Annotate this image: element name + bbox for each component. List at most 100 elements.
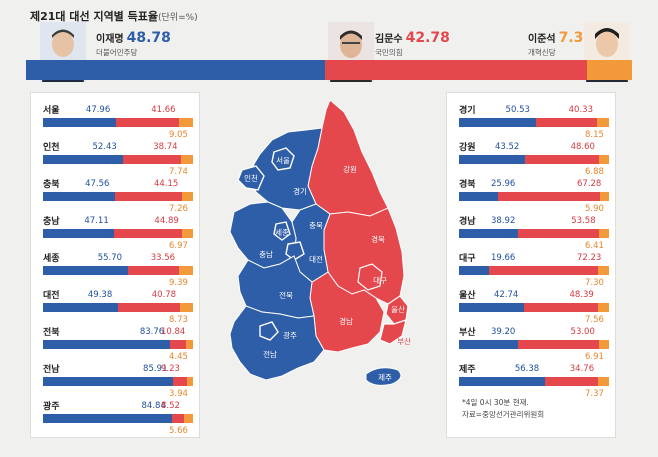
left-region-panel: 서울 47.96 41.66 9.05 인천 52.43 38.74 7.74 충북 47.56 4… bbox=[30, 92, 200, 438]
map-label-chungnam: 충남 bbox=[259, 250, 273, 259]
bar-segment-lji bbox=[598, 340, 609, 349]
value-kim: 9.23 bbox=[161, 364, 180, 374]
region-row: 경남 38.92 53.58 6.41 bbox=[459, 214, 609, 256]
national-bar bbox=[26, 60, 632, 80]
region-row: 강원 43.52 48.60 6.88 bbox=[459, 140, 609, 182]
footnote: *4일 0시 30분 현재. 자료=중앙선거관리위원회 bbox=[462, 397, 544, 421]
region-row: 경북 25.96 67.28 5.90 bbox=[459, 177, 609, 219]
value-lji: 6.97 bbox=[169, 241, 188, 251]
region-bar bbox=[43, 266, 193, 275]
right-region-panel: 경기 50.53 40.33 8.15 강원 43.52 48.60 6.88 경북 25.96 6… bbox=[446, 92, 616, 438]
value-kim: 40.78 bbox=[151, 290, 177, 300]
region-bar bbox=[459, 340, 609, 349]
region-row: 서울 47.96 41.66 9.05 bbox=[43, 103, 193, 145]
region-name: 인천 bbox=[43, 143, 60, 153]
region-name: 충북 bbox=[43, 180, 60, 190]
bar-segment-lee bbox=[43, 377, 174, 386]
candidate-party: 국민의힘 bbox=[375, 48, 403, 57]
value-lji: 7.37 bbox=[585, 389, 604, 399]
bar-segment-lee bbox=[459, 340, 519, 349]
value-lee: 83.76 bbox=[139, 327, 165, 337]
candidate-pct: 48.78 bbox=[126, 30, 171, 46]
map-label-gyeonggi: 경기 bbox=[293, 186, 307, 196]
region-name: 경북 bbox=[459, 180, 476, 190]
value-lji: 9.39 bbox=[169, 278, 188, 288]
map-label-daegu: 대구 bbox=[373, 276, 387, 285]
bar-segment-kim bbox=[115, 192, 182, 201]
footnote-time: *4일 0시 30분 현재. bbox=[462, 398, 529, 407]
value-lji: 5.66 bbox=[169, 426, 188, 436]
value-kim: 44.15 bbox=[153, 179, 179, 189]
bar-segment-lee bbox=[43, 414, 172, 423]
bar-segment-lji bbox=[187, 377, 193, 386]
bar-segment-kim bbox=[535, 118, 597, 127]
region-name: 경남 bbox=[459, 217, 476, 227]
bar-segment-lji bbox=[597, 303, 609, 312]
candidate-party: 더불어민주당 bbox=[96, 48, 138, 57]
bar-segment-lee bbox=[459, 155, 525, 164]
region-bar bbox=[43, 340, 193, 349]
value-lee: 56.38 bbox=[514, 364, 540, 374]
value-lee: 85.91 bbox=[143, 364, 168, 374]
bar-segment-lji bbox=[600, 192, 609, 201]
bar-segment-kim bbox=[498, 192, 601, 201]
bar-segment-kim bbox=[518, 229, 600, 238]
candidate-name: 김문수 bbox=[375, 34, 403, 45]
map-label-gwangju: 광주 bbox=[283, 330, 297, 340]
region-name: 울산 bbox=[459, 291, 476, 301]
value-kim: 40.33 bbox=[568, 105, 593, 115]
value-lji: 3.94 bbox=[169, 389, 188, 399]
region-name: 강원 bbox=[459, 143, 476, 153]
region-row: 세종 55.70 33.56 9.39 bbox=[43, 251, 193, 293]
value-lee: 43.52 bbox=[494, 142, 520, 152]
bar-segment-lji bbox=[598, 155, 609, 164]
bar-segment-kim bbox=[488, 266, 598, 275]
candidate-lee: 이재명 48.78 더불어민주당 bbox=[96, 30, 171, 58]
value-lee: 84.84 bbox=[141, 401, 166, 411]
bar-segment-lji bbox=[182, 229, 193, 238]
bar-segment-lji bbox=[181, 192, 193, 201]
bar-segment-lee bbox=[459, 303, 524, 312]
value-lji: 5.90 bbox=[585, 204, 604, 214]
bar-segment-kim bbox=[122, 155, 182, 164]
region-bar bbox=[43, 377, 193, 386]
candidate-name: 이준석 bbox=[528, 34, 556, 45]
region-name: 충남 bbox=[43, 217, 60, 227]
value-lee: 47.96 bbox=[85, 105, 111, 115]
map-busan bbox=[379, 319, 407, 345]
map-jeonnam bbox=[229, 305, 325, 381]
bar-segment-lee bbox=[459, 118, 536, 127]
bar-segment-lji bbox=[596, 118, 609, 127]
bar-segment-kim bbox=[524, 155, 599, 164]
bar-segment-kim bbox=[117, 303, 180, 312]
korea-map: 서울 인천 경기 충북 세종 충남 대전 전북 광주 전남 제주 강원 경북 대… bbox=[229, 100, 411, 386]
value-kim: 41.66 bbox=[151, 105, 176, 115]
bar-segment-lee bbox=[43, 155, 123, 164]
value-kim: 53.00 bbox=[570, 327, 595, 337]
map-seoul bbox=[271, 147, 295, 171]
region-name: 대구 bbox=[459, 254, 476, 264]
bar-segment-lji bbox=[179, 303, 193, 312]
bar-segment-kim bbox=[544, 377, 598, 386]
region-row: 제주 56.38 34.76 7.37 bbox=[459, 362, 609, 404]
national-bar-lee bbox=[26, 60, 325, 80]
map-label-busan: 부산 bbox=[397, 336, 411, 346]
region-bar bbox=[459, 377, 609, 386]
value-lji: 7.74 bbox=[169, 167, 188, 177]
map-incheon bbox=[237, 165, 265, 191]
map-daegu bbox=[357, 263, 383, 291]
map-daejeon bbox=[285, 241, 305, 261]
national-bar-lji bbox=[586, 60, 632, 80]
value-lji: 6.41 bbox=[585, 241, 604, 251]
value-kim: 48.60 bbox=[570, 142, 595, 152]
region-row: 부산 39.20 53.00 6.91 bbox=[459, 325, 609, 367]
region-bar bbox=[43, 192, 193, 201]
unit-text: (단위=%) bbox=[158, 13, 198, 23]
bar-segment-kim bbox=[169, 340, 187, 349]
bar-segment-lee bbox=[459, 266, 489, 275]
title-text: 제21대 대선 지역별 득표율 bbox=[30, 10, 158, 23]
map-label-gyeongnam: 경남 bbox=[339, 316, 353, 326]
bar-segment-lji bbox=[186, 340, 193, 349]
value-lee: 52.43 bbox=[92, 142, 117, 152]
